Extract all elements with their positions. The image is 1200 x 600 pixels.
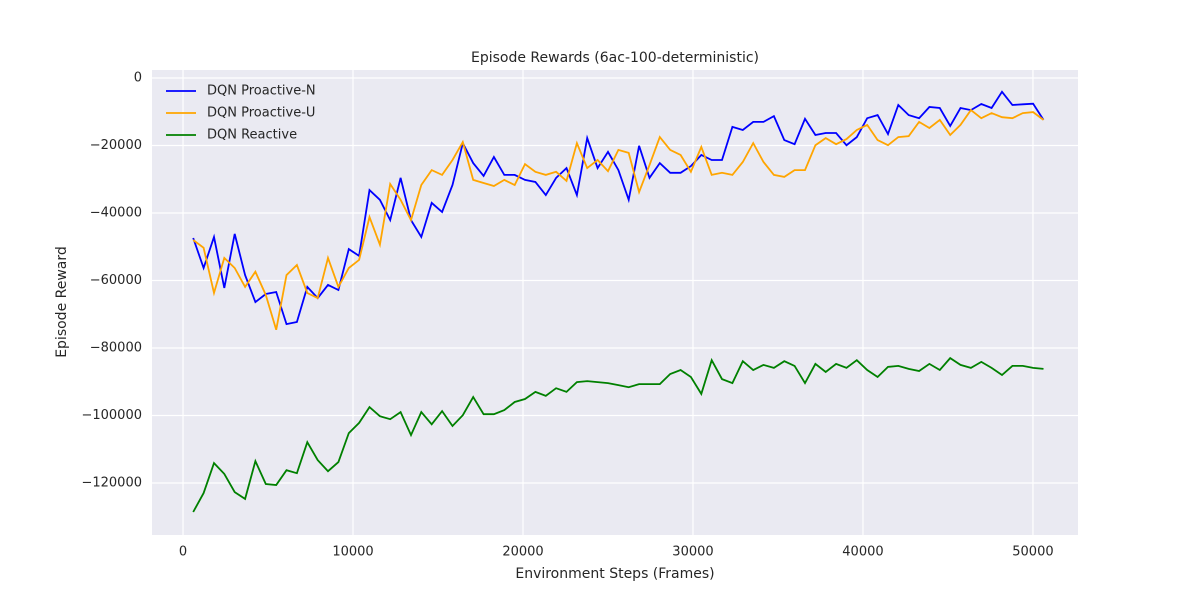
legend-label: DQN Proactive-N [207,84,316,99]
plot-area [152,70,1078,535]
y-tick-label: −80000 [90,341,142,356]
y-tick-label: −100000 [81,408,142,423]
x-tick-label: 20000 [502,545,543,560]
x-tick-label: 10000 [332,545,373,560]
series-line [192,90,1045,326]
y-tick-label: −40000 [90,206,142,221]
series-line [192,356,1044,513]
y-tick-label: −120000 [81,476,142,491]
x-tick-label: 0 [179,545,187,560]
legend-label: DQN Proactive-U [207,106,315,121]
x-tick-label: 50000 [1012,545,1053,560]
y-tick-label: −60000 [90,273,142,288]
x-tick-label: 30000 [672,545,713,560]
y-axis-label: Episode Reward [54,246,70,358]
series-line [192,108,1045,331]
legend-label: DQN Reactive [207,128,297,143]
y-tick-label: 0 [134,70,142,85]
chart-title: Episode Rewards (6ac-100-deterministic) [471,50,759,66]
x-tick-label: 40000 [842,545,883,560]
x-axis-label: Environment Steps (Frames) [515,566,714,582]
y-tick-label: −20000 [90,138,142,153]
